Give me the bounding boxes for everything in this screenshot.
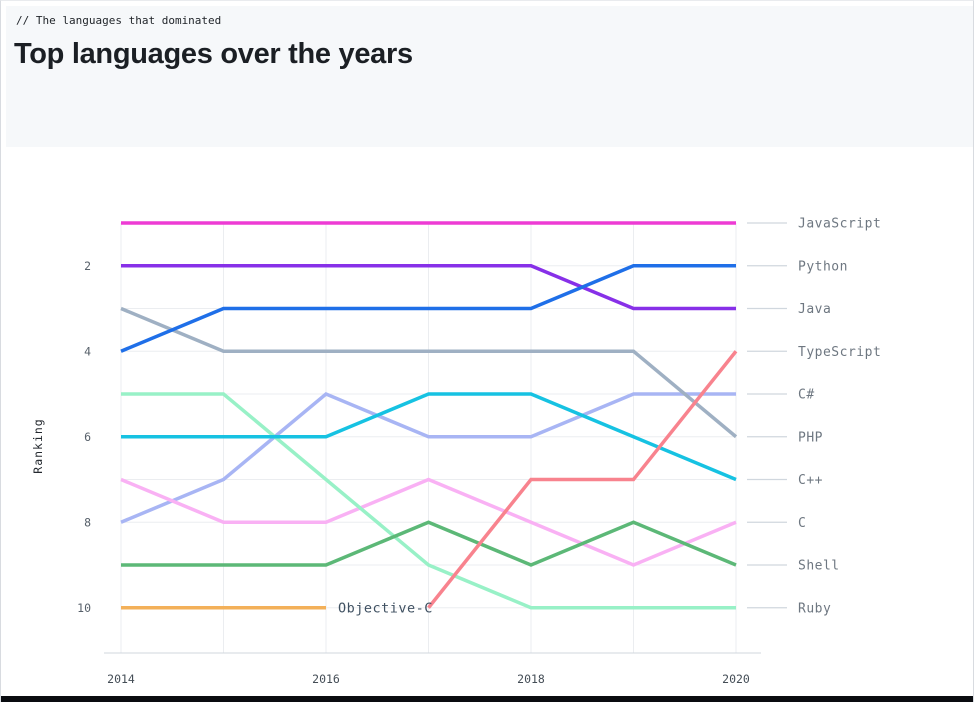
legend-label-javascript: JavaScript (798, 217, 881, 232)
y-tick-label: 8 (84, 515, 91, 529)
x-tick-label: 2018 (517, 672, 545, 686)
series-line-c- (120, 391, 736, 524)
legend-label-php: PHP (798, 430, 823, 445)
series-line-python (120, 264, 736, 353)
legend-label-python: Python (798, 259, 848, 274)
y-tick-label: 2 (84, 259, 91, 273)
y-tick-label: 10 (77, 601, 91, 615)
bump-chart: Objective-C JavaScript Python Java TypeScrip… (31, 217, 881, 687)
legend-label-c-: C++ (798, 473, 823, 488)
series-line-typescript (427, 350, 738, 609)
series-line-shell (121, 520, 737, 567)
x-tick-label: 2014 (107, 672, 135, 686)
series-line-c- (121, 392, 737, 482)
x-tick-label: 2016 (312, 672, 340, 686)
bump-chart-container: Objective-C JavaScript Python Java TypeScrip… (1, 147, 973, 696)
legend-label-c: C (798, 516, 806, 531)
inline-series-label: Objective-C (338, 600, 433, 616)
series-line-ruby (121, 392, 736, 610)
legend-label-shell: Shell (798, 559, 840, 574)
x-tick-label: 2020 (722, 672, 750, 686)
code-comment: // The languages that dominated (16, 14, 222, 27)
y-tick-label: 4 (84, 344, 91, 358)
window-bottom-bar (1, 696, 973, 702)
series-line-java (121, 264, 736, 311)
page-header: // The languages that dominated Top lang… (6, 6, 973, 147)
legend-label-java: Java (798, 302, 831, 317)
legend-label-ruby: Ruby (798, 601, 831, 616)
page-title: Top languages over the years (14, 38, 413, 70)
series-line-c (120, 477, 737, 567)
y-tick-label: 6 (84, 430, 91, 444)
legend-label-c-: C# (798, 388, 815, 403)
y-axis-title: Ranking (31, 418, 45, 473)
legend-label-typescript: TypeScript (798, 345, 881, 360)
series-line-php (120, 306, 738, 439)
